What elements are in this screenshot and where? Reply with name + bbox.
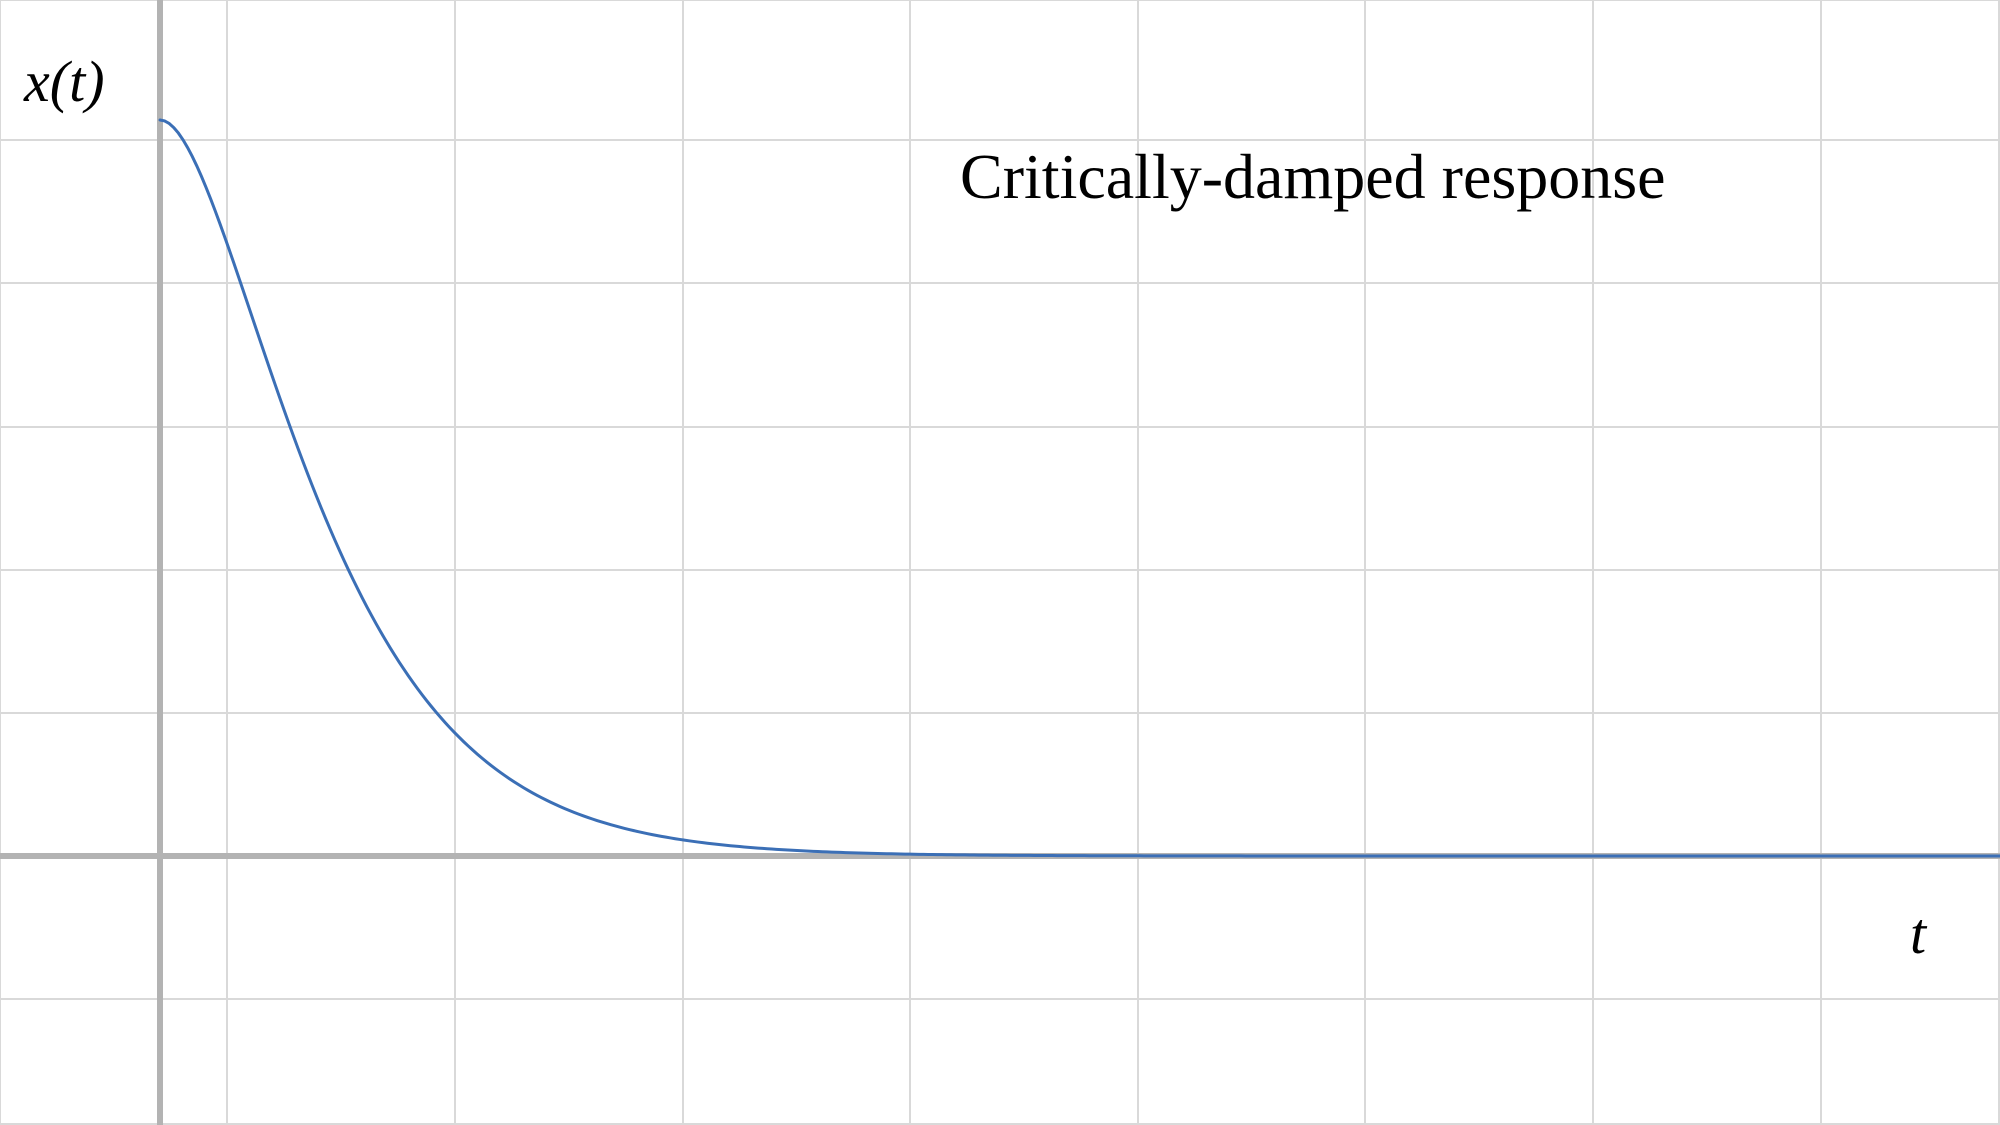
chart-container: x(t) Critically-damped response t xyxy=(0,0,2000,1125)
y-axis-label: x(t) xyxy=(24,48,105,115)
chart-title: Critically-damped response xyxy=(960,140,1666,214)
x-axis-label: t xyxy=(1910,900,1926,967)
curve-group xyxy=(160,120,2000,856)
